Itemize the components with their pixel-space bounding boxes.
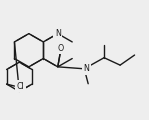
Text: Cl: Cl — [17, 82, 24, 91]
Text: O: O — [57, 44, 63, 53]
Text: N: N — [83, 64, 89, 73]
Text: N: N — [55, 29, 61, 38]
